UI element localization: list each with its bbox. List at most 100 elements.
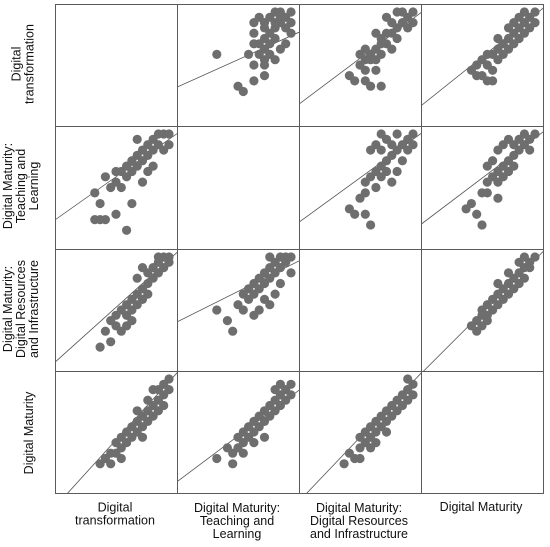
data-point [164, 129, 174, 139]
row-label-3: Digital Maturity [22, 391, 36, 474]
data-point [493, 33, 503, 44]
cell-3-3 [421, 371, 544, 494]
data-point [397, 156, 407, 166]
data-point [381, 134, 392, 144]
data-point [270, 289, 280, 299]
data-point [355, 453, 365, 464]
data-point [530, 18, 540, 28]
data-point [212, 305, 222, 315]
data-point [371, 182, 381, 193]
row-label-1: Digital Maturity:Teaching andLearning [1, 143, 41, 229]
panel-3-0 [67, 372, 177, 493]
data-point [132, 134, 142, 144]
data-point [100, 172, 110, 182]
cell-0-0 [55, 4, 178, 127]
row-labels: Digitaltransformation Digital Maturity:T… [1, 24, 41, 474]
fit-line [178, 260, 299, 322]
data-point [381, 12, 392, 22]
data-point [270, 55, 280, 65]
data-point [387, 44, 397, 54]
data-point [100, 326, 110, 336]
panel-1-2 [300, 129, 421, 230]
data-point [137, 177, 148, 187]
data-point [164, 385, 174, 395]
data-point [408, 7, 418, 17]
data-point [381, 166, 392, 177]
data-point [286, 18, 296, 28]
panel-2-3 [423, 251, 543, 371]
data-point [148, 385, 158, 395]
column-label-3: Digital Maturity [440, 500, 523, 514]
data-point [100, 215, 110, 225]
data-point [95, 342, 105, 352]
data-point [472, 209, 482, 219]
data-point [127, 198, 137, 209]
data-point [408, 129, 418, 139]
data-point [275, 44, 285, 54]
data-point [482, 188, 492, 198]
cell-1-1 [177, 126, 300, 250]
data-point [503, 268, 514, 278]
data-point [360, 55, 370, 65]
column-label-0: Digital transformation [75, 501, 155, 528]
data-point [111, 209, 121, 219]
data-point [238, 86, 248, 97]
data-point [259, 18, 270, 28]
data-point [286, 7, 296, 17]
data-point [228, 326, 238, 336]
data-point [249, 438, 259, 448]
cell-2-2 [299, 249, 422, 372]
data-point [493, 193, 503, 203]
data-point [403, 374, 413, 384]
data-point [339, 459, 349, 469]
data-point [164, 140, 174, 150]
data-point [376, 81, 386, 91]
data-point [514, 257, 524, 267]
data-point [116, 453, 126, 464]
data-point [275, 278, 285, 289]
data-point [376, 39, 386, 49]
data-point [381, 427, 392, 437]
data-point [286, 379, 296, 389]
data-point [270, 33, 280, 44]
panel-3-1 [178, 379, 299, 482]
data-point [366, 81, 376, 91]
data-point [530, 252, 540, 262]
data-point [408, 140, 418, 150]
data-point [228, 448, 238, 458]
row-label-2: Digital Maturity:Digital Resourcesand In… [1, 260, 41, 358]
panels-layer [55, 4, 544, 494]
row-label-0: Digitaltransformation [10, 24, 37, 104]
data-point [212, 453, 222, 464]
data-point [360, 188, 370, 198]
data-point [488, 76, 498, 86]
data-point [265, 252, 275, 262]
data-point [286, 268, 296, 278]
data-point [482, 316, 492, 326]
panel-0-1 [178, 7, 299, 97]
data-point [249, 28, 259, 38]
data-point [371, 28, 381, 38]
data-point [392, 166, 402, 177]
data-point [286, 390, 296, 400]
data-point [254, 305, 264, 315]
data-point [392, 33, 402, 44]
data-point [519, 273, 530, 283]
data-point [90, 188, 100, 198]
data-point [350, 209, 360, 219]
data-point [164, 252, 174, 262]
data-point [408, 18, 418, 28]
data-point [530, 7, 540, 17]
data-point [392, 129, 402, 139]
column-label-2: Digital Maturity: Digital Resources and In… [310, 501, 408, 541]
data-point [392, 7, 402, 17]
data-point [286, 28, 296, 38]
data-point [238, 305, 248, 315]
data-point [244, 49, 254, 60]
data-point [509, 18, 519, 28]
data-point [137, 432, 148, 442]
panel-1-0 [56, 129, 177, 235]
data-point [212, 49, 222, 60]
data-point [259, 294, 270, 304]
data-point [376, 49, 386, 60]
